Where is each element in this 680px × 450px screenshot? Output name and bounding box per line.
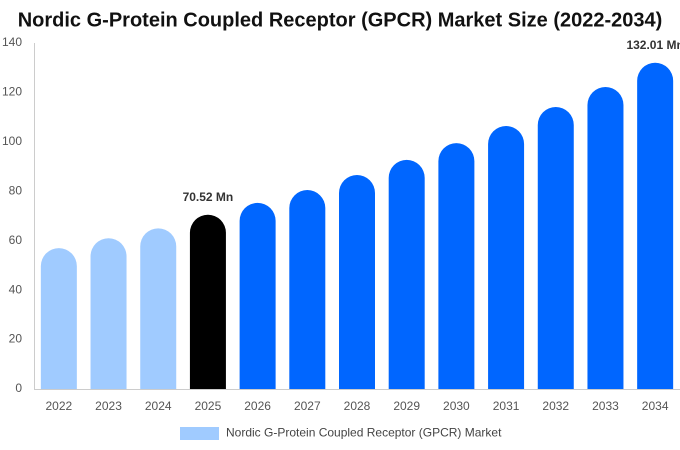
bar — [189, 214, 226, 389]
y-tick-label: 120 — [2, 85, 22, 99]
bar — [239, 202, 276, 389]
chart-title: Nordic G-Protein Coupled Receptor (GPCR)… — [18, 9, 663, 31]
y-tick-label: 140 — [2, 35, 22, 49]
x-tick-label: 2034 — [642, 399, 669, 413]
legend-swatch — [180, 427, 219, 440]
x-tick-label: 2023 — [95, 399, 122, 413]
y-tick-label: 0 — [15, 381, 22, 395]
y-tick-label: 20 — [9, 332, 23, 346]
bar — [537, 107, 574, 389]
data-label: 70.52 Mn — [183, 190, 234, 204]
x-tick-label: 2022 — [45, 399, 72, 413]
x-tick-label: 2031 — [493, 399, 520, 413]
bar — [488, 126, 525, 389]
data-label: 132.01 Mn — [626, 38, 680, 52]
x-tick-label: 2027 — [294, 399, 321, 413]
bar — [140, 228, 177, 389]
x-tick-label: 2025 — [195, 399, 222, 413]
bar — [438, 143, 475, 389]
bar — [339, 174, 375, 389]
x-tick-label: 2026 — [244, 399, 271, 413]
y-tick-label: 80 — [9, 183, 23, 197]
bar — [90, 238, 127, 389]
x-tick-label: 2024 — [145, 399, 172, 413]
y-tick-label: 60 — [9, 233, 23, 247]
x-tick-label: 2033 — [592, 399, 619, 413]
bar — [40, 248, 77, 389]
bar — [289, 190, 326, 389]
bar — [388, 159, 425, 389]
legend-label: Nordic G-Protein Coupled Receptor (GPCR)… — [226, 426, 502, 440]
x-tick-label: 2029 — [393, 399, 420, 413]
x-tick-label: 2028 — [344, 399, 371, 413]
x-tick-label: 2032 — [542, 399, 569, 413]
bar — [637, 62, 674, 390]
y-tick-label: 40 — [9, 282, 23, 296]
y-tick-label: 100 — [2, 134, 22, 148]
x-tick-label: 2030 — [443, 399, 470, 413]
bar — [587, 86, 624, 390]
